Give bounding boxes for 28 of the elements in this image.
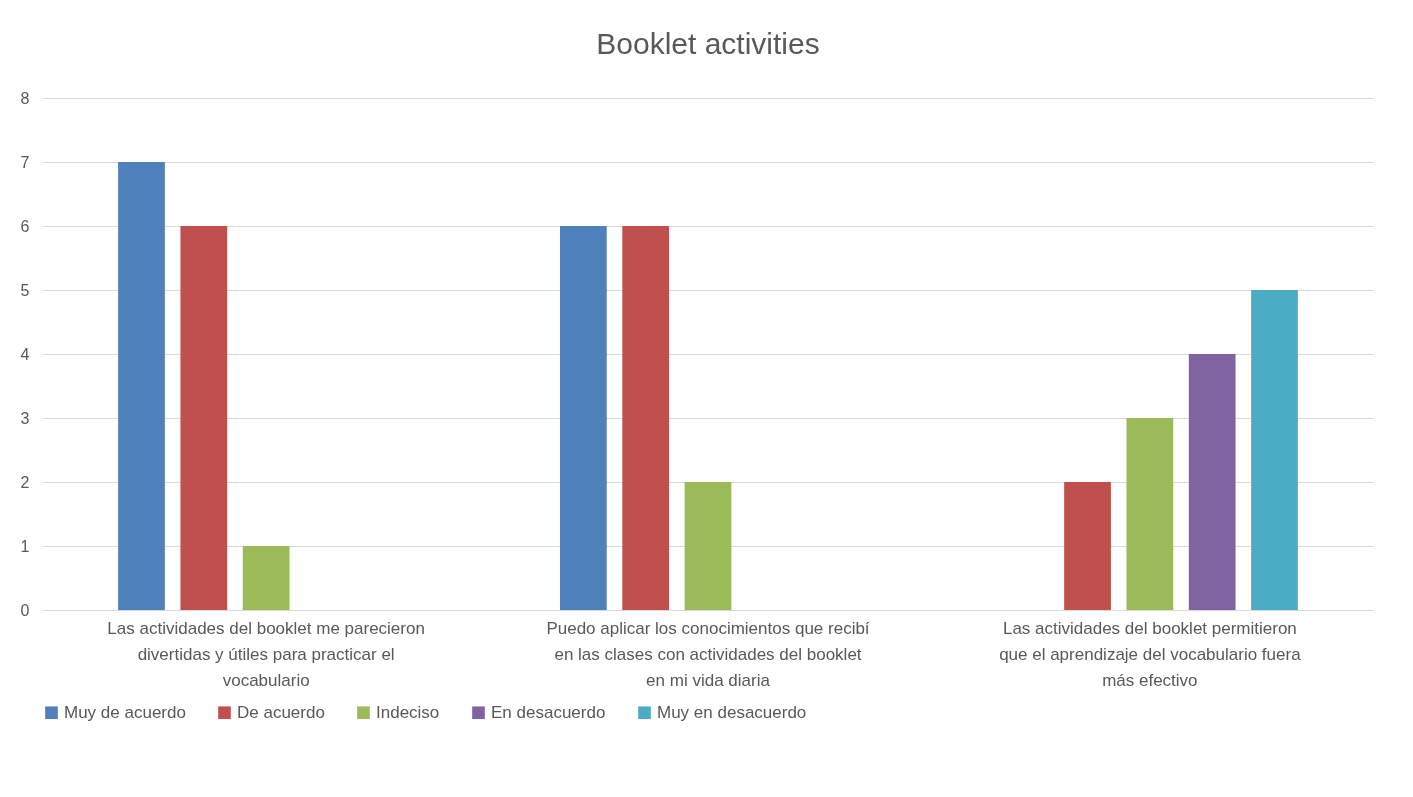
legend-label: Indeciso [376, 702, 440, 722]
bar [242, 546, 290, 610]
chart-title: Booklet activities [596, 27, 820, 60]
legend-label: Muy en desacuerdo [657, 702, 807, 722]
legend-label: En desacuerdo [491, 702, 606, 722]
bar [1126, 418, 1174, 610]
bar [684, 482, 732, 610]
y-tick-label: 2 [20, 473, 30, 491]
y-tick-label: 6 [20, 217, 30, 235]
bar [622, 226, 670, 610]
bar [1251, 290, 1298, 610]
legend-label: De acuerdo [237, 702, 325, 722]
y-tick-label: 0 [20, 601, 30, 619]
x-tick-label: Las actividades del booklet me parecieron divertidas y útiles para practicar el vocabulario [107, 618, 425, 690]
y-tick-label: 7 [20, 153, 30, 171]
y-tick-label: 4 [20, 345, 30, 363]
y-tick-label: 1 [20, 537, 30, 555]
x-tick-label: Las actividades del booklet permitieron que el aprendizaje del vocabulario fuera más efectivo [999, 618, 1302, 690]
y-tick-label: 8 [20, 89, 30, 107]
y-tick-label: 5 [20, 281, 30, 299]
bar [180, 226, 228, 610]
bar [559, 226, 607, 610]
legend-label: Muy de acuerdo [64, 702, 186, 722]
y-tick-label: 3 [20, 409, 30, 427]
x-tick-label: Puedo aplicar los conocimientos que recibí en las clases con actividades del booklet en mi vida diaria [546, 618, 870, 690]
bar [118, 162, 165, 610]
bar [1188, 354, 1236, 610]
bar [1064, 482, 1111, 610]
